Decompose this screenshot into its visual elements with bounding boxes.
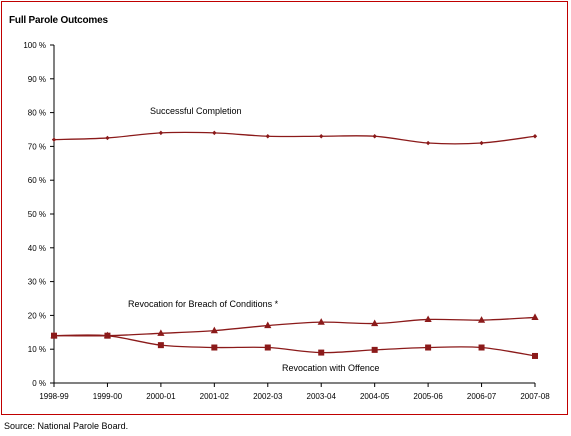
y-tick-label: 20 % — [28, 311, 46, 320]
data-point — [317, 318, 325, 325]
x-tick-label: 2007-08 — [520, 392, 550, 401]
data-point — [264, 344, 271, 351]
data-point — [51, 137, 57, 142]
y-tick-label: 80 % — [28, 109, 46, 118]
source-note: Source: National Parole Board. — [4, 421, 129, 431]
data-point — [425, 344, 432, 351]
data-point — [478, 344, 485, 351]
x-tick-label: 2004-05 — [360, 392, 390, 401]
x-tick-label: 2006-07 — [467, 392, 497, 401]
data-point — [372, 134, 377, 139]
data-point — [425, 140, 431, 146]
data-point — [211, 344, 218, 351]
y-tick-label: 0 % — [32, 379, 46, 388]
y-tick-label: 50 % — [28, 210, 46, 219]
data-point — [157, 329, 165, 336]
x-tick-label: 1998-99 — [39, 392, 69, 401]
series-label: Revocation with Offence — [282, 363, 379, 373]
x-tick-label: 2000-01 — [146, 392, 176, 401]
x-tick-label: 2001-02 — [200, 392, 230, 401]
data-point — [477, 316, 486, 323]
series-label: Successful Completion — [150, 106, 242, 116]
data-point — [105, 135, 110, 141]
y-tick-label: 100 % — [23, 41, 46, 50]
data-point — [479, 140, 484, 146]
line-chart: 0 % 10 % 20 % 30 % 40 % 50 % 60 % 70 % 80 % 90 % 1… — [23, 41, 550, 401]
y-tick-label: 60 % — [28, 176, 46, 185]
data-point — [532, 134, 538, 139]
data-point — [51, 332, 57, 339]
y-tick-label: 10 % — [28, 345, 46, 354]
x-tick-label: 2003-04 — [307, 392, 337, 401]
data-point — [264, 321, 272, 329]
data-point — [210, 326, 218, 334]
data-point — [531, 313, 539, 321]
x-tick-label: 2002-03 — [253, 392, 283, 401]
axes: 0 % 10 % 20 % 30 % 40 % 50 % 60 % 70 % 80 % 90 % 1… — [23, 41, 550, 401]
y-tick-label: 40 % — [28, 244, 46, 253]
y-tick-label: 90 % — [28, 75, 46, 84]
data-point — [371, 346, 378, 353]
data-point — [157, 342, 164, 349]
data-point — [532, 352, 538, 359]
series-line — [53, 131, 536, 145]
series-layer — [50, 130, 539, 359]
x-tick-label: 2005-06 — [413, 392, 443, 401]
series-labels: Successful Completion Revocation for Brea… — [128, 106, 379, 373]
data-point — [104, 332, 111, 339]
y-tick-label: 30 % — [28, 278, 46, 287]
data-point — [371, 319, 379, 327]
data-point — [318, 349, 325, 356]
y-tick-label: 70 % — [28, 142, 46, 151]
data-point — [319, 134, 324, 139]
x-tick-label: 1999-00 — [93, 392, 123, 401]
chart-frame: Full Parole Outcomes 0 % 10 % 20 % 30 % 40 %… — [1, 1, 568, 415]
series-line — [53, 334, 536, 357]
chart-title: Full Parole Outcomes — [9, 15, 108, 26]
data-point — [158, 130, 164, 136]
data-point — [212, 130, 217, 136]
data-point — [265, 134, 270, 139]
series-label: Revocation for Breach of Conditions * — [128, 299, 279, 309]
data-point — [424, 315, 432, 323]
series-line — [53, 316, 536, 337]
